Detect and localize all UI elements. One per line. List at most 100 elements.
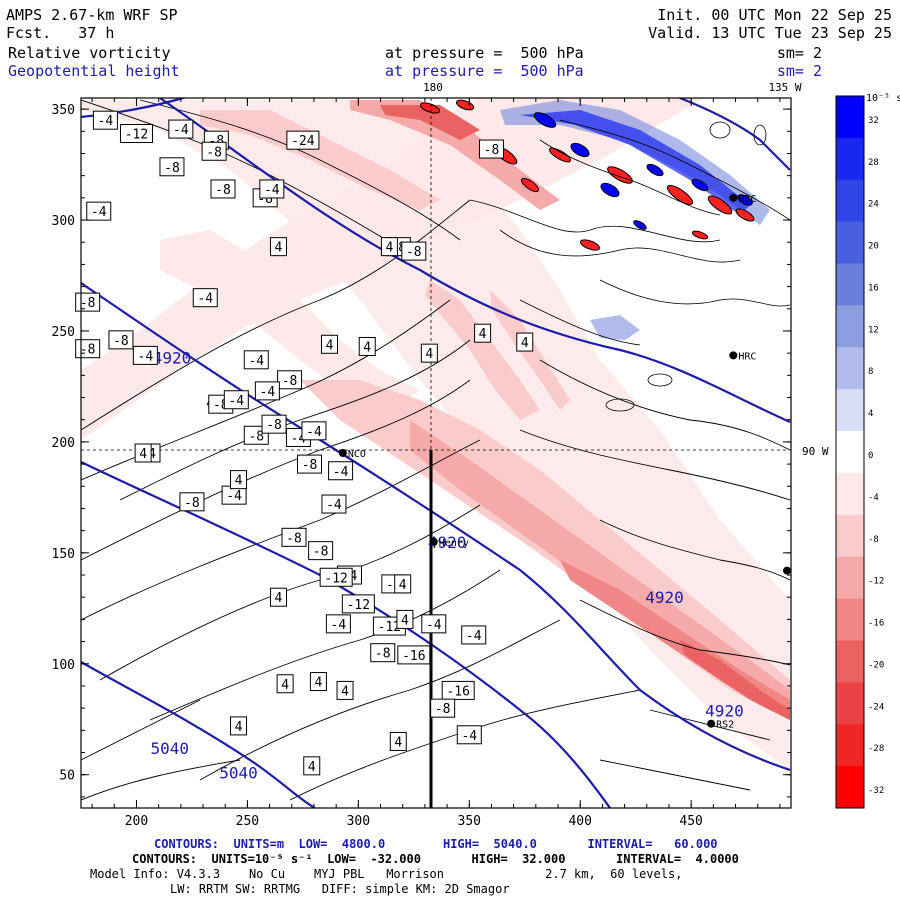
footer-physics-info: LW: RRTM SW: RRTMG DIFF: simple KM: 2D S… [170,882,510,896]
vorticity-label-negative: -12 [341,594,375,614]
smoothing-height: sm= 2 [776,62,822,80]
vorticity-label-negative: -4 [301,421,327,441]
svg-text:-12: -12 [347,598,370,613]
svg-text:4: 4 [394,735,402,750]
station-marker [783,566,791,575]
colorbar-swatch [836,96,864,139]
footer-vorticity-contours: CONTOURS: UNITS=10⁻⁵ s⁻¹ LOW= -32.000 HI… [132,852,739,866]
lat-label-90w: 90 W [802,445,829,458]
vorticity-label-negative: -4 [86,201,112,221]
colorbar-swatch [836,724,864,767]
vorticity-label-negative: -8 [75,292,101,312]
x-tick-label: 400 [568,814,591,829]
station-marker: BDC [729,193,756,205]
colorbar-tick-label: -12 [868,577,884,587]
svg-text:-8: -8 [484,143,500,158]
colorbar-tick-label: -8 [868,535,879,545]
svg-text:4: 4 [363,341,371,356]
vorticity-label-negative: -4 [132,345,158,365]
vorticity-label-negative: -4 [192,288,218,308]
svg-text:4: 4 [314,676,322,691]
svg-text:4: 4 [308,760,316,775]
svg-text:-8: -8 [286,531,302,546]
y-tick-label: 100 [52,658,75,673]
colorbar-swatch [836,179,864,223]
vorticity-label-negative: -16 [397,645,431,665]
svg-text:HRC: HRC [738,351,756,362]
vorticity-label-positive: 4 [516,332,534,352]
vorticity-label-positive: 4 [336,680,354,700]
svg-text:-4: -4 [248,354,264,369]
colorbar-swatch [836,137,864,181]
vorticity-label-positive: 4 [321,334,338,354]
vorticity-label-negative: -12 [119,124,153,143]
model-name: AMPS 2.67-km WRF SP [6,6,178,24]
init-time: Init. 00 UTC Mon 22 Sep 25 [657,6,892,24]
svg-text:-12: -12 [125,128,148,143]
height-contour-label: 5040 [150,739,189,758]
svg-text:-4: -4 [173,123,189,138]
y-tick-label: 300 [52,214,75,229]
vorticity-label-negative: -8 [210,179,236,199]
vorticity-label-negative: -4 [321,494,347,514]
field-title-height: Geopotential height [8,62,180,80]
x-tick-label: 350 [458,814,481,829]
colorbar-swatch [836,766,864,809]
svg-text:-4: -4 [326,498,342,513]
svg-text:4: 4 [275,241,283,256]
vorticity-label-negative: -4 [421,614,447,634]
colorbar-tick-label: 20 [868,242,879,252]
svg-text:-4: -4 [466,629,482,644]
vorticity-label-negative: -8 [430,698,456,718]
svg-text:-8: -8 [282,374,298,389]
svg-text:-8: -8 [302,458,318,473]
y-tick-label: 50 [59,769,75,784]
svg-text:-24: -24 [291,134,315,149]
svg-text:4: 4 [281,678,289,693]
colorbar-tick-label: -28 [868,744,884,754]
svg-text:-12: -12 [378,620,401,635]
svg-text:-4: -4 [226,489,242,504]
vorticity-label-negative: -4 [325,614,351,634]
vorticity-label-negative: -8 [159,157,185,177]
colorbar-tick-label: 0 [868,451,873,461]
colorbar-tick-label: 32 [868,116,879,126]
svg-text:-8: -8 [313,545,329,560]
vorticity-label-negative: -12 [319,567,353,587]
vorticity-label-positive: 4 [269,587,287,607]
svg-text:4: 4 [148,447,156,462]
svg-text:-8: -8 [164,161,180,176]
vorticity-label-negative: -8 [401,241,427,261]
vorticity-label-positive: 4 [309,672,327,692]
colorbar-swatch [836,221,864,265]
vorticity-label-negative: -8 [179,492,205,512]
colorbar-swatch [836,556,864,600]
colorbar-tick-label: 28 [868,158,879,168]
colorbar-tick-label: -20 [868,660,884,670]
height-contour-label: 4920 [153,349,192,368]
vorticity-label-positive: 4 [134,443,152,463]
colorbar-swatch [836,472,864,516]
svg-text:-4: -4 [197,292,213,307]
level-vorticity: at pressure = 500 hPa [385,44,584,62]
lon-label-135w: 135 W [768,81,801,94]
svg-text:4: 4 [479,327,487,342]
svg-text:-8: -8 [113,334,129,349]
colorbar: 32 28 24 20 16 12 8 4 0 -4 -8 -12 -16 -20 -24 -28 -32 [835,95,884,809]
svg-text:4: 4 [521,336,529,351]
valid-time: Valid. 13 UTC Tue 23 Sep 25 [648,24,892,42]
vorticity-label-negative: -4 [461,625,487,645]
svg-text:-8: -8 [266,418,282,433]
vorticity-label-negative: -8 [201,141,227,161]
footer-height-contours: CONTOURS: UNITS=m LOW= 4800.0 HIGH= 5040… [154,837,718,851]
svg-text:-8: -8 [248,429,264,444]
svg-text:4: 4 [399,578,407,593]
y-tick-label: 250 [52,325,75,340]
vorticity-label-positive: 4 [230,470,248,490]
svg-text:-8: -8 [80,343,96,358]
svg-text:-4: -4 [138,349,154,364]
vorticity-label-negative: -4 [259,179,285,199]
svg-text:-8: -8 [206,145,222,160]
svg-text:-4: -4 [98,114,114,129]
